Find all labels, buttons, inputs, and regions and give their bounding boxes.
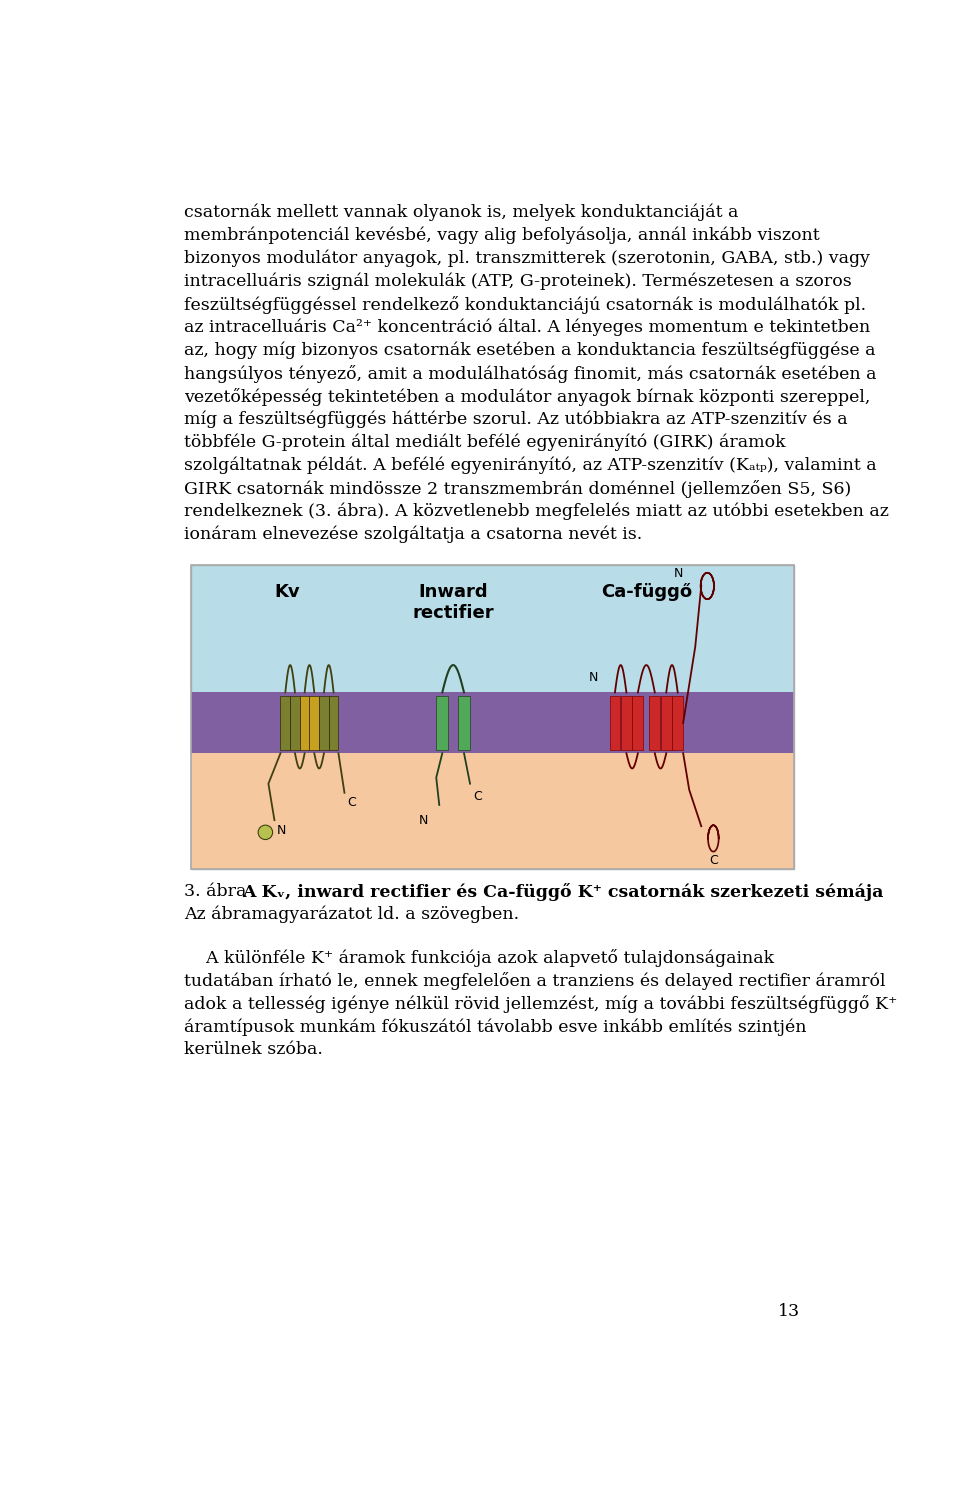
Text: C: C — [473, 790, 482, 802]
Text: C: C — [348, 796, 356, 808]
Bar — [458, 697, 470, 749]
Bar — [610, 697, 620, 749]
Text: csatornák mellett vannak olyanok is, melyek konduktanciáját a: csatornák mellett vannak olyanok is, mel… — [184, 203, 738, 221]
Bar — [621, 697, 632, 749]
Bar — [280, 697, 290, 749]
Text: vezetőképesség tekintetében a modulátor anyagok bírnak központi szereppel,: vezetőképesség tekintetében a modulátor … — [184, 388, 871, 406]
Bar — [300, 697, 309, 749]
Text: míg a feszültségfüggés háttérbe szorul. Az utóbbiakra az ATP-szenzitív és a: míg a feszültségfüggés háttérbe szorul. … — [184, 411, 848, 427]
Text: szolgáltatnak példát. A befélé egyenirányító, az ATP-szenzitív (Kₐₜₚ), valamint : szolgáltatnak példát. A befélé egyenirán… — [184, 456, 876, 474]
Text: adok a tellesség igénye nélkül rövid jellemzést, míg a további feszültségfüggő K: adok a tellesség igénye nélkül rövid jel… — [184, 995, 898, 1013]
Text: rendelkeznek (3. ábra). A közvetlenebb megfelelés miatt az utóbbi esetekben az: rendelkeznek (3. ábra). A közvetlenebb m… — [184, 503, 889, 521]
Bar — [633, 697, 643, 749]
Text: az intracelluáris Ca²⁺ koncentráció által. A lényeges momentum e tekintetben: az intracelluáris Ca²⁺ koncentráció álta… — [184, 319, 871, 336]
Text: tudatában írható le, ennek megfelelően a tranziens és delayed rectifier áramról: tudatában írható le, ennek megfelelően a… — [184, 972, 886, 990]
Bar — [190, 740, 794, 868]
Text: N: N — [674, 567, 684, 581]
Text: Ca-függő: Ca-függő — [601, 582, 692, 600]
Bar — [649, 697, 660, 749]
Text: membránpotenciál kevésbé, vagy alig befolyásolja, annál inkább viszont: membránpotenciál kevésbé, vagy alig befo… — [184, 227, 820, 244]
Text: A Kᵥ, inward rectifier és Ca-függő K⁺ csatornák szerkezeti sémája: A Kᵥ, inward rectifier és Ca-függő K⁺ cs… — [242, 882, 883, 900]
Bar — [328, 697, 339, 749]
Text: Kv: Kv — [275, 582, 300, 600]
Text: N: N — [276, 825, 286, 837]
Text: Inward
rectifier: Inward rectifier — [413, 582, 494, 622]
Text: intracelluáris szignál molekulák (ATP, G-proteinek). Természetesen a szoros: intracelluáris szignál molekulák (ATP, G… — [184, 272, 852, 290]
Bar — [309, 697, 319, 749]
Text: Az ábramagyarázatot ld. a szövegben.: Az ábramagyarázatot ld. a szövegben. — [184, 906, 519, 923]
Text: N: N — [588, 671, 598, 683]
Text: kerülnek szóba.: kerülnek szóba. — [184, 1041, 324, 1058]
Bar — [290, 697, 300, 749]
Text: feszültségfüggéssel rendelkező konduktanciájú csatornák is modulálhatók pl.: feszültségfüggéssel rendelkező konduktan… — [184, 295, 867, 313]
Text: áramtípusok munkám fókuszától távolabb esve inkább említés szintjén: áramtípusok munkám fókuszától távolabb e… — [184, 1019, 806, 1035]
Text: az, hogy míg bizonyos csatornák esetében a konduktancia feszültségfüggése a: az, hogy míg bizonyos csatornák esetében… — [184, 342, 876, 360]
Text: bizonyos modulátor anyagok, pl. transzmitterek (szerotonin, GABA, stb.) vagy: bizonyos modulátor anyagok, pl. transzmi… — [184, 250, 871, 268]
Bar — [660, 697, 672, 749]
Text: 3. ábra: 3. ábra — [184, 882, 252, 900]
Text: N: N — [419, 814, 427, 828]
Circle shape — [258, 825, 273, 840]
Bar — [190, 692, 794, 754]
Bar — [190, 564, 794, 868]
Bar — [436, 697, 448, 749]
Text: A különféle K⁺ áramok funkciója azok alapvető tulajdonságainak: A különféle K⁺ áramok funkciója azok ala… — [184, 950, 775, 968]
Bar — [319, 697, 328, 749]
Text: GIRK csatornák mindössze 2 transzmembrán doménnel (jellemzően S5, S6): GIRK csatornák mindössze 2 transzmembrán… — [184, 480, 852, 498]
Bar — [672, 697, 684, 749]
Text: többféle G-protein által mediált befélé egyenirányító (GIRK) áramok: többféle G-protein által mediált befélé … — [184, 433, 786, 451]
Text: hangsúlyos tényező, amit a modulálhatóság finomit, más csatornák esetében a: hangsúlyos tényező, amit a modulálhatósá… — [184, 364, 876, 382]
Text: 13: 13 — [778, 1303, 800, 1320]
Text: C: C — [709, 853, 718, 867]
Bar — [190, 564, 794, 868]
Text: ionáram elnevezése szolgáltatja a csatorna nevét is.: ionáram elnevezése szolgáltatja a csator… — [184, 525, 642, 543]
